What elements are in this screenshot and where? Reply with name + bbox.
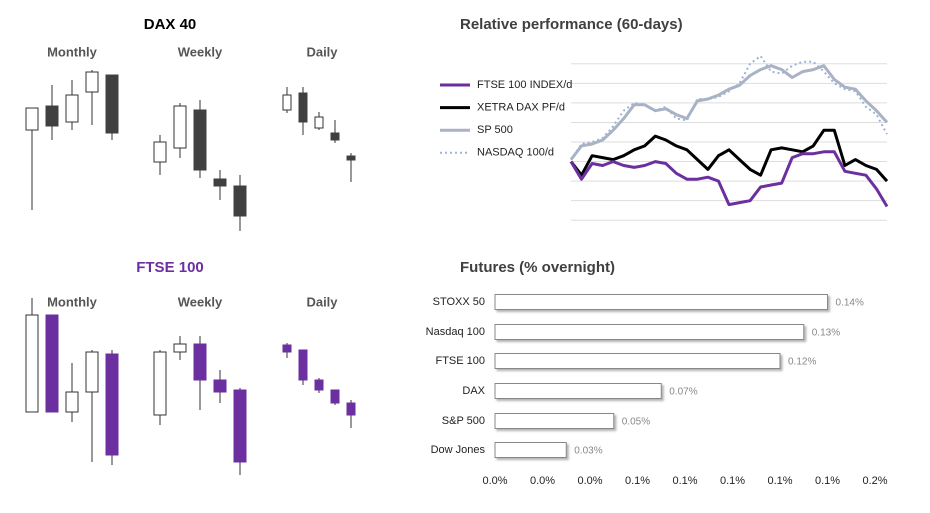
candle-body	[153, 141, 167, 163]
candle-body	[330, 389, 340, 404]
x-tick-label: 0.1%	[625, 475, 650, 487]
candle-body	[213, 379, 227, 393]
series-line	[569, 128, 889, 183]
x-tick-label: 0.0%	[482, 475, 507, 487]
category-label: Dow Jones	[431, 444, 486, 456]
candle-body	[298, 92, 308, 123]
candle-body	[25, 107, 39, 131]
bar	[494, 324, 805, 340]
candle-body	[45, 314, 59, 413]
x-tick-label: 0.1%	[767, 475, 792, 487]
category-label: STOXX 50	[433, 296, 485, 308]
x-tick-label: 0.1%	[815, 475, 840, 487]
x-tick-label: 0.1%	[720, 475, 745, 487]
category-label: DAX	[462, 385, 485, 397]
legend-label: SP 500	[477, 124, 513, 136]
candle-body	[45, 105, 59, 127]
legend-label: FTSE 100 INDEX/d	[477, 79, 572, 91]
series-line	[570, 55, 888, 161]
candle-body	[233, 389, 247, 463]
candle-body	[193, 109, 207, 171]
candle-body	[233, 185, 247, 217]
x-tick-label: 0.0%	[530, 475, 555, 487]
candle-body	[314, 116, 324, 129]
value-label: 0.07%	[669, 387, 697, 398]
candle-body	[282, 94, 292, 111]
candle-body	[346, 402, 356, 416]
candle-body	[105, 353, 119, 456]
candle-body	[346, 155, 356, 161]
candle-body	[330, 132, 340, 141]
candle-body	[173, 105, 187, 149]
series-line	[569, 64, 889, 161]
panel-title: Weekly	[178, 44, 223, 59]
chart-title: DAX 40	[144, 16, 197, 33]
value-label: 0.12%	[788, 357, 816, 368]
candle-body	[314, 379, 324, 391]
category-label: S&P 500	[442, 415, 485, 427]
x-tick-label: 0.2%	[862, 475, 887, 487]
legend-label: XETRA DAX PF/d	[477, 102, 565, 114]
candle-body	[193, 343, 207, 381]
candle-body	[153, 351, 167, 416]
chart-title: Futures (% overnight)	[460, 259, 615, 276]
chart-title: FTSE 100	[136, 259, 204, 276]
panel-title: Monthly	[47, 294, 98, 309]
value-label: 0.05%	[622, 417, 650, 428]
candle-body	[65, 391, 79, 413]
value-label: 0.14%	[836, 298, 864, 309]
bar	[494, 353, 781, 369]
candle-body	[85, 351, 99, 393]
panel-title: Daily	[306, 44, 338, 59]
candle-body	[65, 94, 79, 123]
category-label: Nasdaq 100	[426, 326, 485, 338]
category-label: FTSE 100	[435, 355, 485, 367]
legend-label: NASDAQ 100/d	[477, 147, 554, 159]
candle-body	[282, 344, 292, 353]
candle-body	[173, 343, 187, 353]
chart-title: Relative performance (60-days)	[460, 16, 683, 33]
value-label: 0.03%	[574, 446, 602, 457]
panel-title: Daily	[306, 294, 338, 309]
value-label: 0.13%	[812, 328, 840, 339]
candle-body	[298, 349, 308, 381]
bar	[494, 442, 567, 458]
candle-body	[85, 71, 99, 93]
bar	[494, 294, 828, 310]
series-line	[569, 150, 889, 208]
candle-body	[25, 314, 39, 413]
x-tick-label: 0.1%	[672, 475, 697, 487]
x-tick-label: 0.0%	[577, 475, 602, 487]
panel-title: Weekly	[178, 294, 223, 309]
candle-body	[213, 178, 227, 187]
bar	[494, 383, 662, 399]
panel-title: Monthly	[47, 44, 98, 59]
bar	[494, 413, 615, 429]
candle-body	[105, 74, 119, 134]
